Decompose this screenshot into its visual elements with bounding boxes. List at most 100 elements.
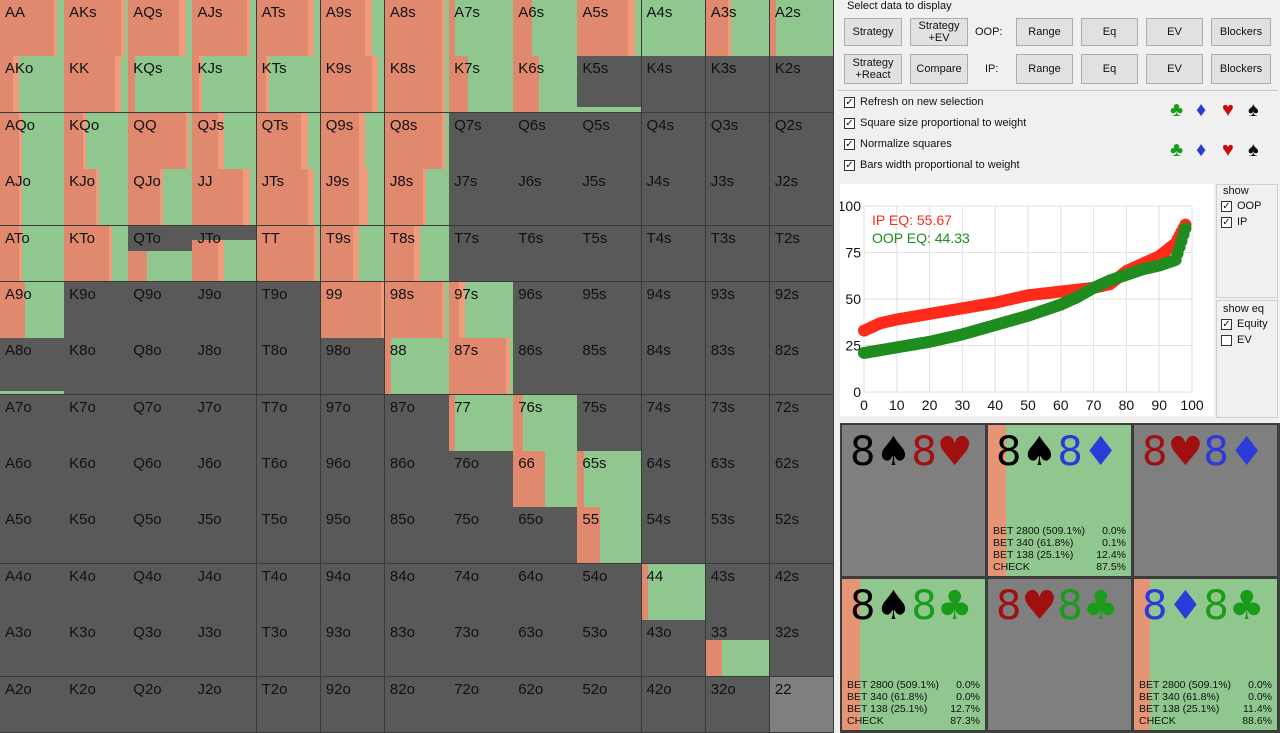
hand-cell[interactable]: T5o bbox=[256, 507, 322, 565]
diamond-icon[interactable]: ♦ bbox=[1196, 139, 1207, 161]
hand-cell[interactable]: Q2s bbox=[769, 112, 835, 170]
hand-cell[interactable]: 74o bbox=[449, 563, 514, 621]
hand-cell[interactable]: 84o bbox=[384, 563, 450, 621]
hand-cell[interactable]: 93s bbox=[705, 281, 771, 339]
hand-cell[interactable]: 76s bbox=[513, 394, 578, 452]
hand-cell[interactable]: AJs bbox=[192, 0, 258, 57]
hand-cell[interactable]: K6s bbox=[513, 56, 578, 114]
combo-cell[interactable]: 8♠8♣ BET 2800 (509.1%) 0.0% BET 340 (61.8%)… bbox=[841, 578, 986, 731]
spade-icon[interactable]: ♠ bbox=[1248, 139, 1259, 161]
hand-cell[interactable]: 92o bbox=[320, 676, 386, 733]
hand-cell[interactable]: 72o bbox=[449, 676, 514, 733]
hand-cell[interactable]: QQ bbox=[128, 112, 193, 170]
hand-cell[interactable]: 53o bbox=[577, 620, 643, 678]
hand-cell[interactable]: KQo bbox=[64, 112, 129, 170]
hand-cell[interactable]: 94s bbox=[641, 281, 707, 339]
hand-cell[interactable]: J2o bbox=[192, 676, 258, 733]
hand-cell[interactable]: A4s bbox=[641, 0, 707, 57]
hand-cell[interactable]: A9o bbox=[0, 281, 65, 339]
hand-cell[interactable]: A7s bbox=[449, 0, 514, 57]
hand-cell[interactable]: J2s bbox=[769, 169, 835, 227]
hand-cell[interactable]: Q2o bbox=[128, 676, 193, 733]
hand-cell[interactable]: T8s bbox=[384, 225, 450, 283]
hand-cell[interactable]: Q9o bbox=[128, 281, 193, 339]
show-equity-checkbox[interactable]: ✓ Equity bbox=[1221, 318, 1268, 330]
ip-range-button[interactable]: Range bbox=[1016, 54, 1073, 84]
hand-cell[interactable]: T6s bbox=[513, 225, 578, 283]
hand-cell[interactable]: 95s bbox=[577, 281, 643, 339]
hand-cell[interactable]: A8s bbox=[384, 0, 450, 57]
hand-cell[interactable]: 93o bbox=[320, 620, 386, 678]
hand-cell[interactable]: 33 bbox=[705, 620, 771, 678]
hand-cell[interactable]: J5o bbox=[192, 507, 258, 565]
show-ev-checkbox[interactable]: EV bbox=[1221, 334, 1252, 346]
hand-cell[interactable]: T7o bbox=[256, 394, 322, 452]
hand-cell[interactable]: T4o bbox=[256, 563, 322, 621]
hand-cell[interactable]: K5o bbox=[64, 507, 129, 565]
hand-cell[interactable]: 65s bbox=[577, 451, 643, 508]
hand-cell[interactable]: J4o bbox=[192, 563, 258, 621]
hand-cell[interactable]: TT bbox=[256, 225, 322, 283]
hand-cell[interactable]: J8o bbox=[192, 338, 258, 396]
hand-cell[interactable]: 76o bbox=[449, 451, 514, 508]
hand-cell[interactable]: J7s bbox=[449, 169, 514, 227]
hand-cell[interactable]: K4s bbox=[641, 56, 707, 114]
hand-cell[interactable]: T3o bbox=[256, 620, 322, 678]
hand-cell[interactable]: K8o bbox=[64, 338, 129, 396]
hand-cell[interactable]: K5s bbox=[577, 56, 643, 114]
hand-cell[interactable]: 52o bbox=[577, 676, 643, 733]
hand-cell[interactable]: K9s bbox=[320, 56, 386, 114]
hand-cell[interactable]: J8s bbox=[384, 169, 450, 227]
hand-cell[interactable]: 62s bbox=[769, 451, 835, 508]
hand-cell[interactable]: 86o bbox=[384, 451, 450, 508]
hand-cell[interactable]: 55 bbox=[577, 507, 643, 565]
hand-cell[interactable]: 96o bbox=[320, 451, 386, 508]
oop-eq-button[interactable]: Eq bbox=[1081, 18, 1138, 46]
hand-cell[interactable]: 84s bbox=[641, 338, 707, 396]
hand-cell[interactable]: 97o bbox=[320, 394, 386, 452]
hand-cell[interactable]: 83s bbox=[705, 338, 771, 396]
hand-cell[interactable]: 42s bbox=[769, 563, 835, 621]
hand-cell[interactable]: 96s bbox=[513, 281, 578, 339]
hand-cell[interactable]: 82o bbox=[384, 676, 450, 733]
compare-button[interactable]: Compare bbox=[910, 54, 968, 84]
hand-cell[interactable]: 43s bbox=[705, 563, 771, 621]
hand-cell[interactable]: 32o bbox=[705, 676, 771, 733]
hand-cell[interactable]: K6o bbox=[64, 451, 129, 508]
hand-cell[interactable]: J3s bbox=[705, 169, 771, 227]
hand-cell[interactable]: JJ bbox=[192, 169, 258, 227]
hand-cell[interactable]: QJs bbox=[192, 112, 258, 170]
hand-cell[interactable]: KTo bbox=[64, 225, 129, 283]
hand-cell[interactable]: Q5s bbox=[577, 112, 643, 170]
hand-cell[interactable]: 73o bbox=[449, 620, 514, 678]
hand-cell[interactable]: K2o bbox=[64, 676, 129, 733]
hand-cell[interactable]: 73s bbox=[705, 394, 771, 452]
hand-cell[interactable]: 88 bbox=[384, 338, 450, 396]
spade-icon[interactable]: ♠ bbox=[1248, 99, 1259, 121]
hand-cell[interactable]: K7o bbox=[64, 394, 129, 452]
hand-cell[interactable]: A7o bbox=[0, 394, 65, 452]
hand-cell[interactable]: A4o bbox=[0, 563, 65, 621]
hand-cell[interactable]: J5s bbox=[577, 169, 643, 227]
hand-cell[interactable]: J9o bbox=[192, 281, 258, 339]
hand-cell[interactable]: 75s bbox=[577, 394, 643, 452]
combo-cell[interactable]: 8♠8♥ bbox=[841, 424, 986, 577]
hand-cell[interactable]: 54s bbox=[641, 507, 707, 565]
oop-ev-button[interactable]: EV bbox=[1146, 18, 1203, 46]
show-ip-checkbox[interactable]: ✓ IP bbox=[1221, 216, 1248, 228]
hand-cell[interactable]: 72s bbox=[769, 394, 835, 452]
hand-cell[interactable]: Q7s bbox=[449, 112, 514, 170]
hand-cell[interactable]: J4s bbox=[641, 169, 707, 227]
hand-cell[interactable]: T7s bbox=[449, 225, 514, 283]
hand-cell[interactable]: K4o bbox=[64, 563, 129, 621]
hand-cell[interactable]: 66 bbox=[513, 451, 578, 508]
hand-cell[interactable]: Q8s bbox=[384, 112, 450, 170]
ip-ev-button[interactable]: EV bbox=[1146, 54, 1203, 84]
hand-cell[interactable]: K3o bbox=[64, 620, 129, 678]
hand-cell[interactable]: JTs bbox=[256, 169, 322, 227]
heart-icon[interactable]: ♥ bbox=[1222, 99, 1234, 121]
hand-cell[interactable]: T9o bbox=[256, 281, 322, 339]
hand-cell[interactable]: Q5o bbox=[128, 507, 193, 565]
hand-cell[interactable]: 22 bbox=[769, 676, 835, 733]
hand-cell[interactable]: 53s bbox=[705, 507, 771, 565]
